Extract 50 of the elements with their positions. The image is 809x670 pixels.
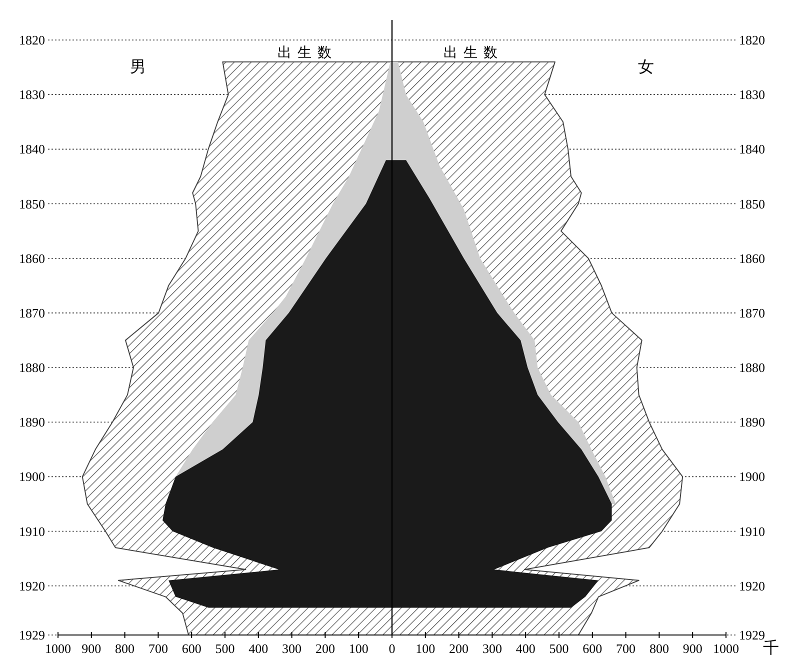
- x-tick-label: 200: [449, 641, 469, 656]
- x-tick-label: 500: [215, 641, 235, 656]
- y2-tick-label: 1929: [739, 628, 765, 643]
- x-tick-label: 1000: [713, 641, 739, 656]
- y-tick-label: 1929: [19, 628, 45, 643]
- x-tick-label: 900: [682, 641, 702, 656]
- y-tick-label: 1890: [19, 414, 45, 430]
- x-tick-label: 700: [616, 641, 636, 656]
- y2-tick-label: 1880: [739, 360, 765, 376]
- x-tick-label: 800: [649, 641, 669, 656]
- y-tick-label: 1820: [19, 32, 45, 48]
- y2-tick-label: 1890: [739, 414, 765, 430]
- y2-tick-label: 1830: [739, 87, 765, 102]
- series-label: 出生数: [443, 44, 504, 61]
- annotation: 男: [130, 59, 146, 76]
- y-tick-label: 1900: [19, 469, 45, 484]
- y-tick-label: 1880: [19, 360, 45, 376]
- x-tick-label: 700: [148, 641, 168, 656]
- x-tick-label: 500: [549, 641, 569, 656]
- x-tick-label: 900: [82, 641, 102, 656]
- y2-tick-label: 1850: [739, 196, 765, 212]
- x-tick-label: 1000: [45, 641, 71, 656]
- y-tick-label: 1850: [19, 196, 45, 212]
- y-tick-label: 1920: [19, 578, 45, 594]
- y-tick-label: 1910: [19, 524, 45, 539]
- y-tick-label: 1830: [19, 87, 45, 102]
- series-label: 出生数: [277, 44, 338, 61]
- x-tick-label: 600: [582, 641, 602, 656]
- x-tick-label: 300: [482, 641, 502, 656]
- y-tick-label: 1860: [19, 250, 45, 266]
- y-tick-label: 1870: [19, 305, 45, 320]
- y2-tick-label: 1900: [739, 469, 765, 484]
- y2-tick-label: 1870: [739, 305, 765, 320]
- x-tick-label: 400: [248, 641, 268, 656]
- y2-tick-label: 1910: [739, 524, 765, 539]
- x-tick-label: 300: [282, 641, 302, 656]
- x-tick-label: 0: [388, 641, 396, 656]
- x-tick-label: 800: [115, 641, 135, 656]
- y2-tick-label: 1860: [739, 250, 765, 266]
- x-tick-label: 400: [516, 641, 536, 656]
- x-tick-label: 100: [416, 641, 436, 656]
- y2-tick-label: 1820: [739, 32, 765, 48]
- text: 千: [763, 639, 779, 657]
- y-tick-label: 1840: [19, 142, 45, 157]
- x-tick-label: 100: [348, 641, 368, 656]
- y2-tick-label: 1920: [739, 578, 765, 594]
- annotation: 女: [638, 59, 654, 76]
- x-tick-label: 600: [182, 641, 202, 656]
- x-tick-label: 200: [315, 641, 335, 656]
- y2-tick-label: 1840: [739, 142, 765, 157]
